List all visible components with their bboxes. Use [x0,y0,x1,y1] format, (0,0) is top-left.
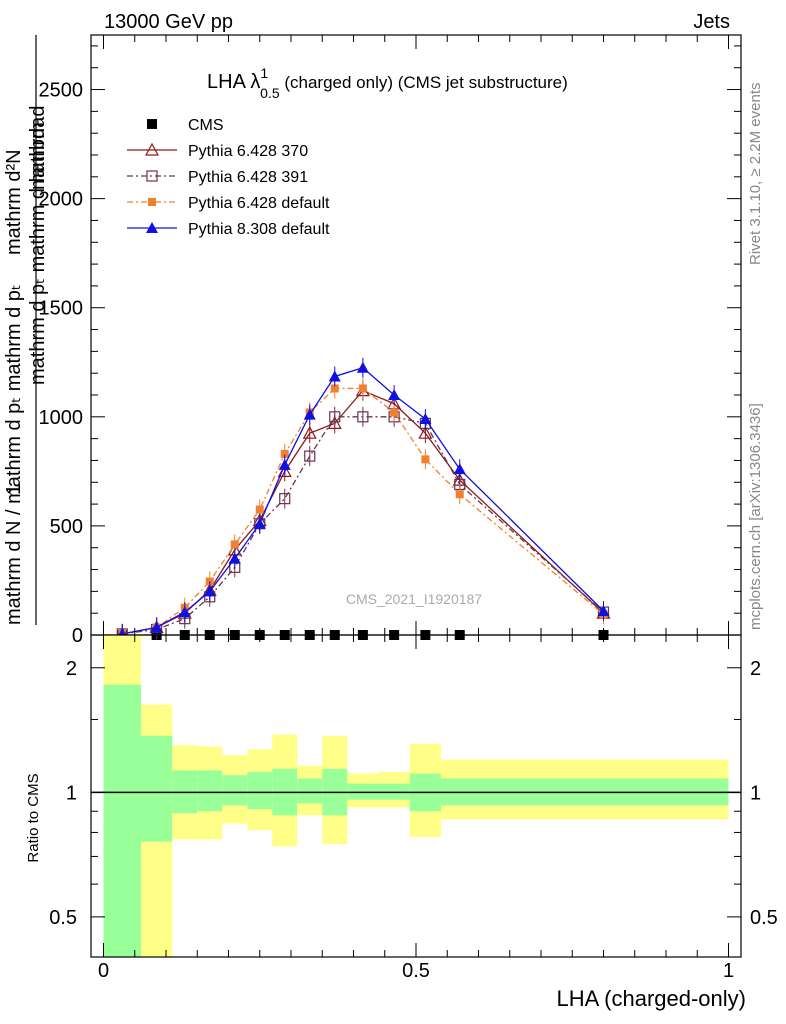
legend-label: Pythia 6.428 default [188,195,330,212]
x-axis-label: LHA (charged-only) [556,986,746,1011]
ratio-panel: 0.5 0.5 1 1 2 2 0 0.5 1 [49,634,778,982]
title-sub: 0.5 [260,85,280,101]
legend-label: Pythia 6.428 370 [188,143,308,160]
data-point [303,408,316,420]
legend-item-0: CMS [147,117,224,134]
data-point [390,408,399,417]
data-point [304,450,316,462]
data-point [357,411,369,423]
mcplots-info: mcplots.cern.ch [arXiv:1306.3436] [747,403,764,630]
stat-band [222,775,248,806]
ratio-y-tick-label-right: 2 [750,658,761,680]
data-point [150,621,163,633]
data-point [327,416,342,429]
ratio-y-tick-label: 2 [66,658,77,680]
legend: CMS Pythia 6.428 370 Pythia 6.428 391 Pythi… [127,117,330,238]
y-tick-label: 2500 [39,80,84,102]
data-point [228,552,241,564]
data-point [203,585,216,597]
data-point [419,413,432,424]
legend-marker [144,142,160,156]
data-point [597,605,610,616]
ylabel-top: mathrm d [27,106,49,190]
data-point [280,449,289,458]
data-point [302,425,317,439]
data-point [329,411,341,423]
y-tick-label: 500 [50,516,83,538]
data-point [358,384,367,393]
legend-item-3: Pythia 6.428 default [127,195,330,212]
data-point [279,493,291,505]
data-point [455,490,464,499]
legend-marker [148,198,156,206]
ylabel-one: 1 [3,484,25,495]
stat-band [247,771,273,810]
data-point [330,384,339,393]
main-panel: 0 500 1000 1500 2000 2500 [39,34,742,647]
series-line [122,387,604,635]
y-axis-label: mathrm d N / mathrm d pₜ mathrm d pₜ mat… [3,35,49,625]
stat-band [103,684,141,957]
data-point [255,505,264,514]
ratio-y-label: Ratio to CMS [25,773,42,862]
legend-label: Pythia 6.428 391 [188,169,308,186]
rivet-info: Rivet 3.1.10, ≥ 2.2M events [747,83,764,266]
data-point [253,517,266,529]
data-point [388,389,401,400]
ratio-y-tick-label-right: 0.5 [750,907,778,929]
ratio-frame [90,634,742,958]
header-left: 13000 GeV pp [104,11,233,33]
plot-title: LHA λ1 0.5 (charged only) (CMS jet substr… [207,65,568,101]
data-point [356,361,369,373]
legend-marker [146,170,158,182]
title-suffix: (charged only) (CMS jet substructure) [280,73,568,92]
y-tick-label: 1000 [39,407,84,429]
y-tick-label: 0 [72,625,83,647]
data-point [230,540,239,549]
x-tick-label: 0 [98,960,109,982]
x-tick-label: 0.5 [402,960,430,982]
series-4 [116,357,610,644]
data-point [418,425,433,439]
ratio-y-tick-label-right: 1 [750,782,761,804]
ylabel-num: mathrm d²N [3,149,25,255]
data-point [278,458,291,470]
data-point [453,463,466,475]
header-right: Jets [693,11,730,33]
ratio-y-tick-label: 1 [66,782,77,804]
x-tick-label: 1 [723,960,734,982]
stat-band [297,778,323,804]
legend-label: Pythia 8.308 default [188,221,330,238]
stat-band [197,770,223,812]
ylabel-den-line: mathrm d N / mathrm d pₜ mathrm d pₜ [3,284,25,625]
svg-text:LHA λ10.5 (charged only) (CMS: LHA λ1 0.5 (charged only) (CMS jet substr… [207,65,568,101]
legend-marker [147,119,157,129]
legend-marker [146,222,158,233]
data-point [421,455,430,464]
y-tick-label: 2000 [39,189,84,211]
title-prefix: LHA λ [207,71,260,93]
title-sup: 1 [260,65,268,81]
y-tick-label: 1500 [39,298,84,320]
stat-band [141,735,173,842]
series-line [122,366,604,635]
ylabel-den-tail: mathrm d pₜ mathrm d lambda [27,116,49,385]
data-point [178,606,191,618]
legend-item-2: Pythia 6.428 391 [127,169,308,186]
data-point [328,370,341,382]
legend-item-4: Pythia 8.308 default [127,221,330,238]
legend-item-1: Pythia 6.428 370 [127,142,308,160]
watermark: CMS_2021_I1920187 [346,591,482,607]
ratio-y-tick-label: 0.5 [49,907,77,929]
legend-label: CMS [188,117,224,134]
